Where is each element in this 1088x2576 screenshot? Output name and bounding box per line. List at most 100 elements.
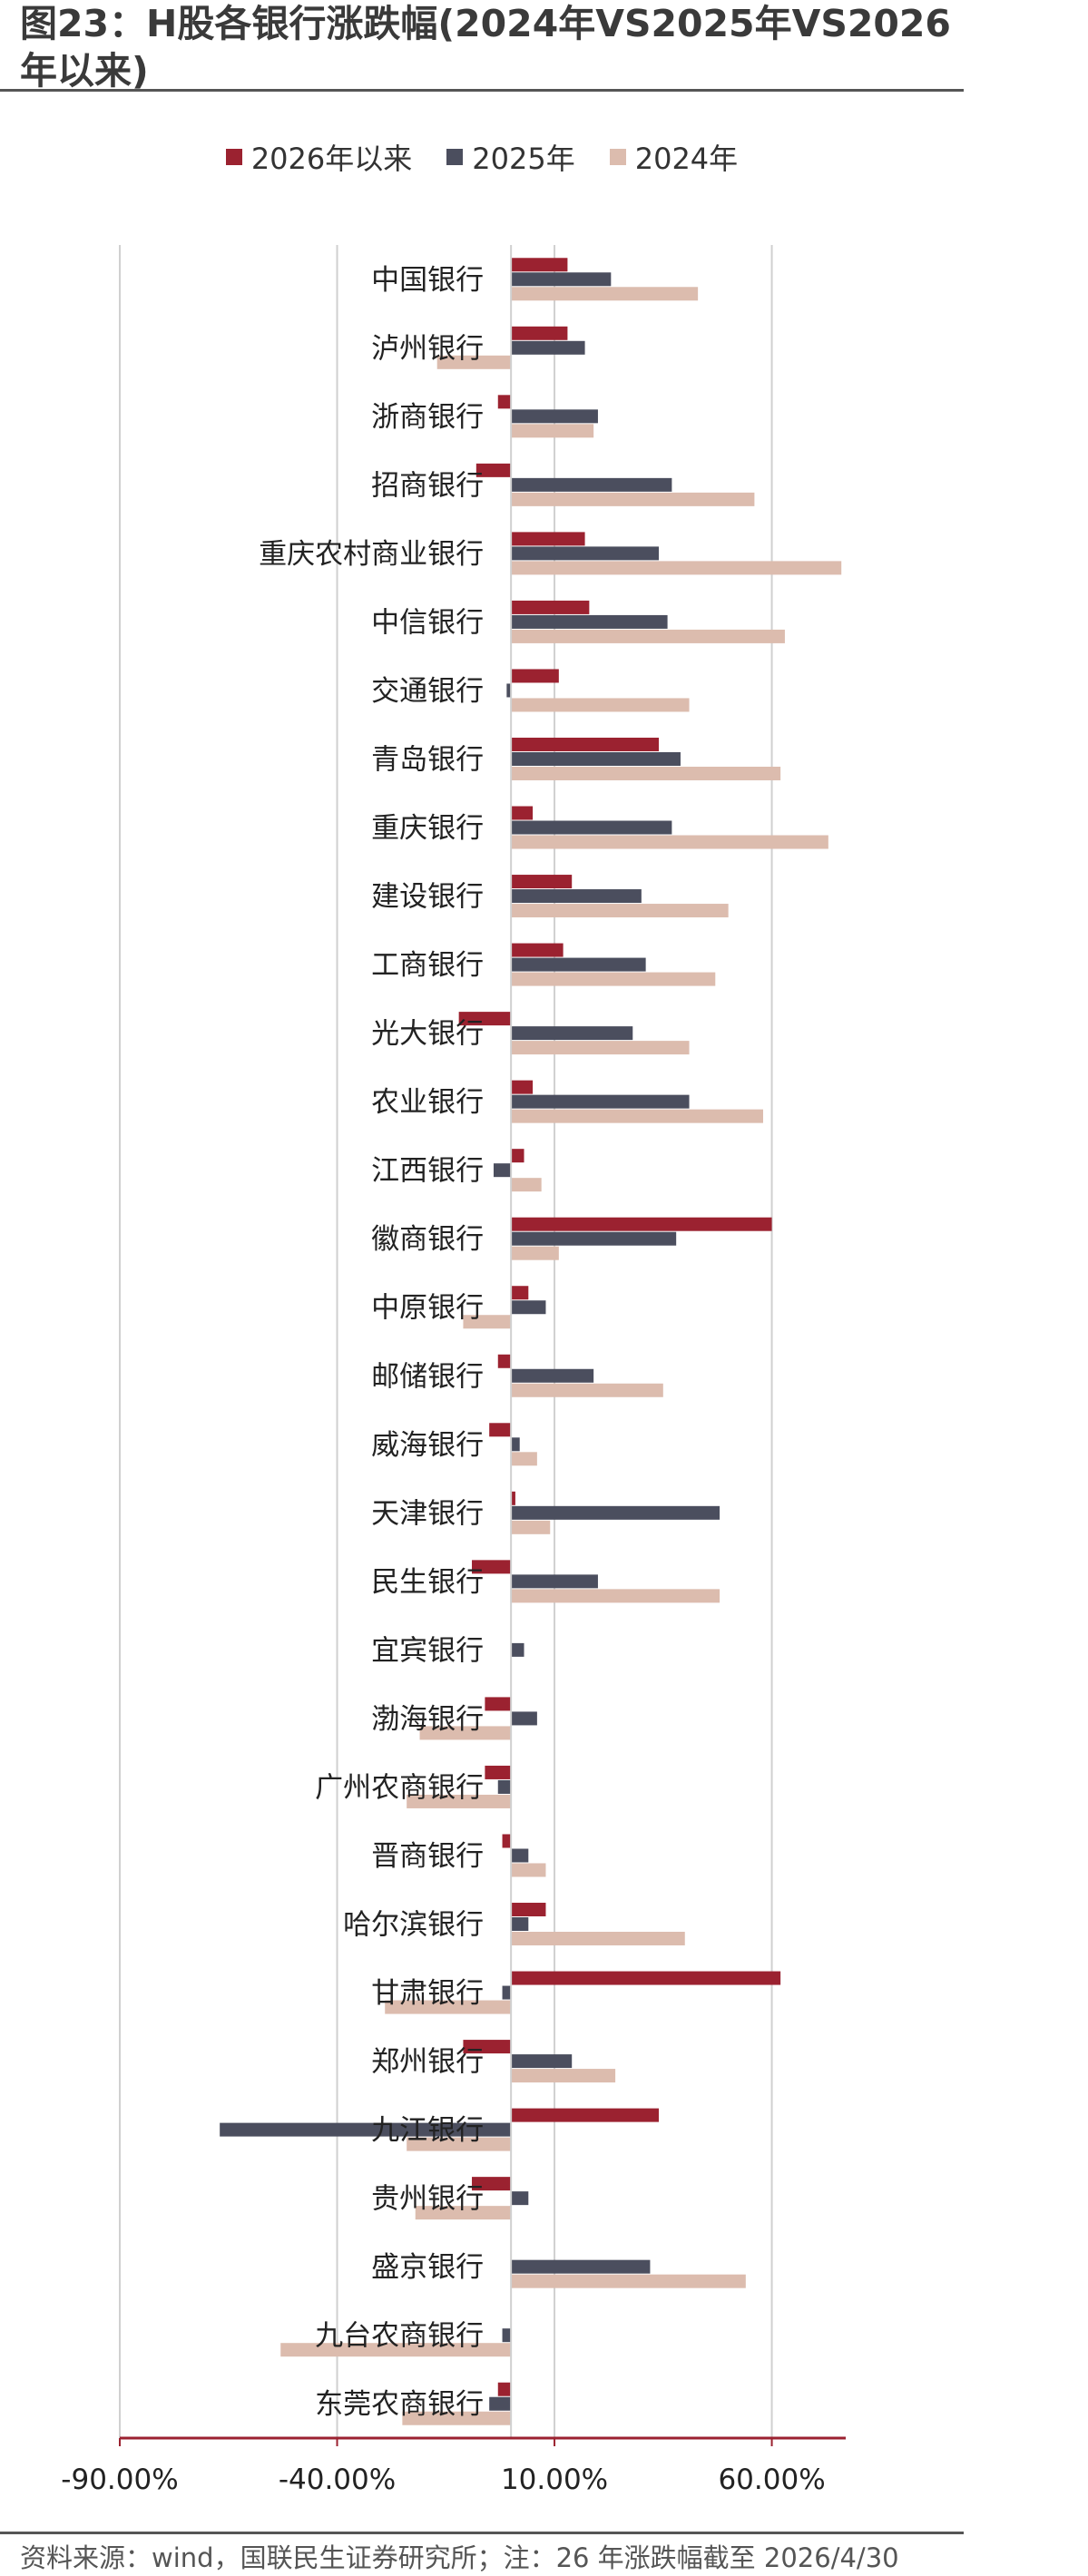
- bar-2024-0: [511, 287, 699, 301]
- bar-2024-11: [511, 1041, 690, 1055]
- bar-2025-13: [493, 1163, 512, 1178]
- bar-2024-1: [436, 355, 512, 369]
- source-note: 资料来源：wind，国联民生证券研究所；注：26 年涨跌幅截至 2026/4/3…: [20, 2542, 899, 2573]
- bar-2025-22: [497, 1779, 512, 1794]
- category-label: 天津银行: [371, 1497, 484, 1530]
- legend-item-2026: 2026年以来: [225, 136, 413, 178]
- bar-2024-30: [280, 2343, 512, 2357]
- bar-2025-0: [511, 272, 612, 287]
- category-label: 重庆银行: [371, 812, 484, 845]
- bar-2025-1: [511, 340, 585, 355]
- bar-2026-25: [511, 1971, 781, 1985]
- bar-2024-10: [511, 972, 716, 986]
- category-label: 招商银行: [371, 469, 484, 502]
- category-label: 贵州银行: [371, 2183, 484, 2216]
- legend-item-2024: 2024年: [609, 136, 739, 178]
- bar-2024-8: [511, 835, 828, 849]
- bar-2024-31: [402, 2411, 512, 2425]
- bar-2024-26: [511, 2069, 616, 2083]
- bar-2025-16: [511, 1368, 594, 1383]
- bar-2024-21: [419, 1726, 512, 1740]
- legend-label-2025: 2025年: [472, 142, 575, 176]
- category-label: 工商银行: [371, 949, 484, 982]
- bar-2026-24: [511, 1903, 546, 1917]
- category-label: 郑州银行: [371, 2046, 484, 2079]
- bar-2026-31: [497, 2382, 512, 2396]
- category-label: 民生银行: [371, 1566, 484, 1599]
- bar-2026-5: [511, 600, 590, 614]
- legend-item-2025: 2025年: [446, 136, 575, 178]
- chart-title: 图23：H股各银行涨跌幅(2024年VS2025年VS2026年以来): [20, 2, 951, 93]
- legend-label-2026: 2026年以来: [250, 142, 413, 176]
- bar-2026-27: [511, 2108, 660, 2122]
- bar-2026-0: [511, 258, 568, 272]
- bar-2024-18: [511, 1520, 551, 1534]
- bar-2024-5: [511, 629, 785, 643]
- bar-2024-16: [511, 1383, 663, 1397]
- category-label: 江西银行: [371, 1155, 484, 1188]
- bar-2025-17: [511, 1437, 520, 1452]
- bar-2025-5: [511, 614, 668, 629]
- category-label: 威海银行: [371, 1429, 484, 1462]
- category-label: 晋商银行: [371, 1840, 484, 1873]
- bar-2024-19: [511, 1589, 720, 1603]
- bar-2025-21: [511, 1711, 537, 1726]
- bar-2025-11: [511, 1026, 633, 1041]
- category-label: 建设银行: [371, 881, 484, 914]
- bar-2024-6: [511, 698, 690, 712]
- bar-2024-25: [385, 2000, 512, 2014]
- legend: 2026年以来 2025年 2024年: [0, 136, 964, 178]
- legend-swatch-2026: [225, 149, 242, 165]
- bar-2025-12: [511, 1094, 690, 1109]
- bar-2025-2: [511, 409, 598, 424]
- bar-2025-9: [511, 889, 642, 904]
- bar-2025-26: [511, 2054, 573, 2069]
- footer-divider: [0, 2532, 964, 2534]
- bar-2025-25: [502, 1985, 512, 2000]
- category-label: 徽商银行: [371, 1223, 484, 1256]
- bar-2024-23: [511, 1863, 546, 1877]
- legend-label-2024: 2024年: [634, 142, 739, 176]
- bar-2025-20: [511, 1642, 524, 1657]
- bar-2024-24: [511, 1932, 685, 1946]
- bar-2026-2: [497, 395, 512, 409]
- bar-2024-4: [511, 561, 842, 575]
- x-tick-label: -40.00%: [279, 2463, 396, 2496]
- bar-2024-7: [511, 766, 781, 780]
- bar-2025-15: [511, 1300, 546, 1315]
- bar-2025-3: [511, 477, 672, 492]
- bar-2026-21: [485, 1697, 512, 1711]
- bar-2026-18: [511, 1491, 515, 1505]
- category-label: 东莞农商银行: [315, 2388, 484, 2421]
- bar-2026-22: [485, 1765, 512, 1779]
- bar-2026-3: [475, 463, 512, 477]
- bar-2025-29: [511, 2259, 651, 2274]
- category-label: 泸州银行: [371, 332, 484, 365]
- x-tick-label: -90.00%: [61, 2463, 178, 2496]
- category-label: 哈尔滨银行: [343, 1909, 484, 1942]
- bar-2026-19: [472, 1560, 512, 1574]
- bar-2024-27: [407, 2137, 512, 2151]
- bar-2025-4: [511, 546, 660, 561]
- bar-2024-13: [511, 1178, 542, 1192]
- category-label: 盛京银行: [371, 2251, 484, 2284]
- category-label: 广州农商银行: [315, 1771, 484, 1804]
- legend-swatch-2025: [446, 149, 464, 165]
- x-tick-label: 60.00%: [718, 2463, 825, 2496]
- category-label: 浙商银行: [371, 401, 484, 434]
- bar-2024-2: [511, 424, 594, 438]
- bar-2025-14: [511, 1231, 677, 1246]
- bar-2026-11: [458, 1012, 512, 1026]
- bar-2026-23: [502, 1834, 512, 1848]
- category-label: 光大银行: [371, 1018, 484, 1051]
- bar-2024-15: [463, 1315, 512, 1329]
- category-label: 渤海银行: [371, 1703, 484, 1736]
- bar-2026-7: [511, 737, 660, 751]
- bar-2024-12: [511, 1109, 763, 1123]
- bar-2026-4: [511, 532, 585, 546]
- bar-2026-8: [511, 806, 534, 820]
- category-label: 重庆农村商业银行: [259, 538, 484, 571]
- bar-2024-9: [511, 904, 729, 918]
- category-label: 交通银行: [371, 675, 484, 708]
- bar-2025-19: [511, 1574, 598, 1589]
